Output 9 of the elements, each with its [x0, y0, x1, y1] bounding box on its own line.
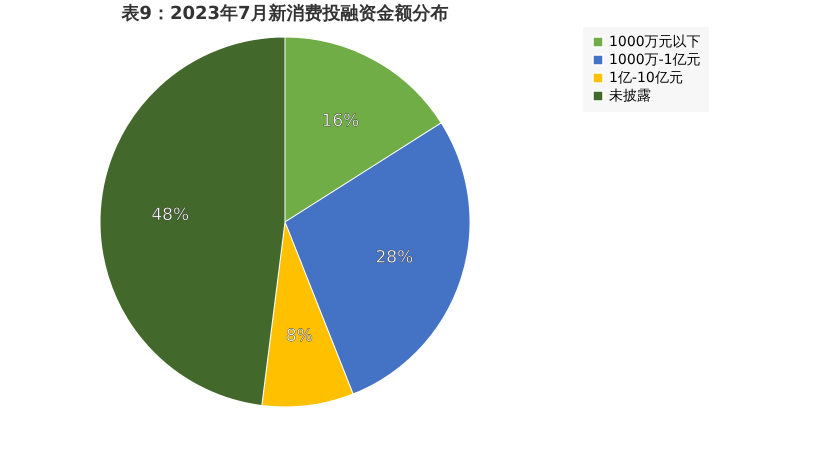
- chart-title: 表9：2023年7月新消费投融资金额分布: [120, 3, 449, 24]
- legend-label: 1000万元以下: [609, 34, 701, 50]
- data-label: 8%: [286, 326, 313, 346]
- legend-label: 1000万-1亿元: [609, 52, 701, 68]
- data-label: 48%: [151, 204, 190, 225]
- legend-label: 1亿-10亿元: [609, 70, 683, 86]
- data-label: 16%: [322, 111, 360, 132]
- legend-label: 未披露: [609, 88, 651, 104]
- data-label: 28%: [375, 248, 414, 268]
